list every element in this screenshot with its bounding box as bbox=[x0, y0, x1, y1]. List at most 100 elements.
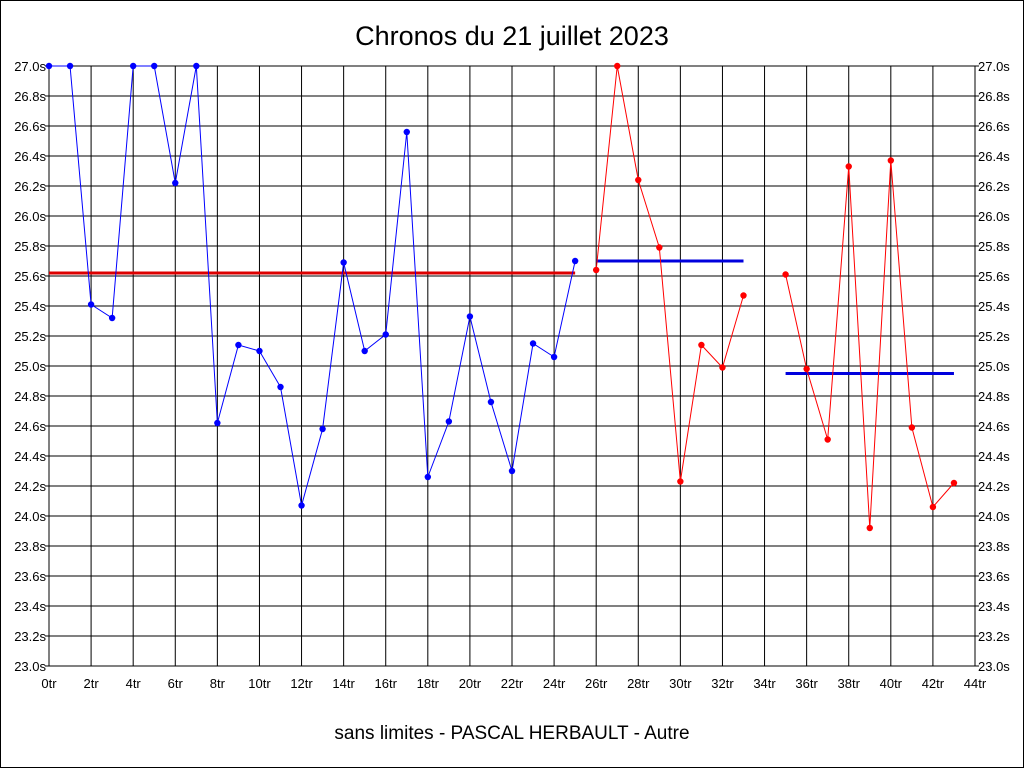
y-tick-label-left: 26.8s bbox=[14, 89, 46, 104]
data-point bbox=[151, 62, 158, 70]
y-tick-label-left: 23.8s bbox=[14, 539, 46, 554]
data-point bbox=[950, 479, 958, 487]
x-tick-label: 40tr bbox=[880, 676, 903, 691]
y-tick-label-right: 24.0s bbox=[978, 509, 1010, 524]
y-tick-label-left: 24.6s bbox=[14, 419, 46, 434]
x-tick-label: 32tr bbox=[711, 676, 734, 691]
y-tick-label-right: 26.8s bbox=[978, 89, 1010, 104]
x-tick-label: 42tr bbox=[922, 676, 945, 691]
chart-title: Chronos du 21 juillet 2023 bbox=[355, 21, 669, 51]
y-tick-label-right: 24.6s bbox=[978, 419, 1010, 434]
data-point bbox=[656, 244, 663, 251]
y-axis-left: 23.0s 23.2s 23.4s 23.6s 23.8s 24.0s 24.2s 24.4s… bbox=[14, 59, 46, 674]
x-tick-label: 4tr bbox=[126, 676, 142, 691]
y-tick-label-right: 25.2s bbox=[978, 329, 1010, 344]
x-tick-label: 34tr bbox=[753, 676, 776, 691]
data-point bbox=[445, 418, 453, 425]
x-tick-label: 10tr bbox=[248, 676, 271, 691]
y-tick-label-right: 23.8s bbox=[978, 539, 1010, 554]
y-tick-label-left: 23.6s bbox=[14, 569, 46, 584]
data-point bbox=[571, 257, 579, 265]
x-tick-label: 12tr bbox=[290, 676, 313, 691]
y-tick-label-left: 25.6s bbox=[14, 269, 46, 284]
y-tick-label-right: 25.0s bbox=[978, 359, 1010, 374]
y-tick-label-left: 27.0s bbox=[14, 59, 46, 74]
data-point bbox=[193, 62, 200, 70]
data-point bbox=[66, 62, 74, 70]
data-point bbox=[866, 524, 873, 532]
y-tick-label-right: 23.0s bbox=[978, 659, 1010, 674]
y-tick-label-right: 26.2s bbox=[978, 179, 1010, 194]
x-tick-label: 20tr bbox=[459, 676, 482, 691]
y-tick-label-right: 26.0s bbox=[978, 209, 1010, 224]
y-tick-label-left: 25.8s bbox=[14, 239, 46, 254]
data-point bbox=[635, 176, 642, 184]
y-tick-label-left: 24.0s bbox=[14, 509, 46, 524]
y-tick-label-right: 27.0s bbox=[978, 59, 1010, 74]
x-tick-label: 44tr bbox=[964, 676, 987, 691]
series-line bbox=[49, 65, 576, 506]
data-point bbox=[803, 365, 810, 373]
data-point bbox=[340, 259, 347, 266]
y-tick-label-left: 26.0s bbox=[14, 209, 46, 224]
x-tick-label: 14tr bbox=[332, 676, 355, 691]
x-tick-label: 22tr bbox=[501, 676, 524, 691]
data-point bbox=[550, 353, 558, 361]
y-tick-label-right: 24.8s bbox=[978, 389, 1010, 404]
y-tick-label-left: 23.0s bbox=[14, 659, 46, 674]
data-point bbox=[719, 364, 726, 371]
data-point bbox=[45, 62, 53, 70]
data-point bbox=[298, 502, 305, 509]
y-tick-label-right: 23.2s bbox=[978, 629, 1010, 644]
data-point bbox=[235, 341, 242, 349]
chart-subtitle: sans limites - PASCAL HERBAULT - Autre bbox=[334, 723, 689, 744]
data-point bbox=[592, 266, 600, 274]
x-tick-label: 36tr bbox=[795, 676, 818, 691]
data-point bbox=[845, 163, 852, 170]
y-tick-label-right: 25.8s bbox=[978, 239, 1010, 254]
data-point bbox=[529, 340, 537, 347]
data-point bbox=[887, 157, 895, 164]
x-axis: 0tr 2tr 4tr 6tr 8tr 10tr 12tr 14tr 16tr 18tr 20tr 2… bbox=[41, 676, 986, 691]
data-point bbox=[677, 478, 684, 485]
data-point bbox=[782, 271, 789, 278]
y-tick-label-right: 25.4s bbox=[978, 299, 1010, 314]
y-tick-label-right: 23.4s bbox=[978, 599, 1010, 614]
y-tick-label-left: 25.2s bbox=[14, 329, 46, 344]
data-point bbox=[382, 331, 389, 338]
data-point bbox=[172, 179, 179, 187]
series-line bbox=[595, 65, 744, 482]
x-tick-label: 8tr bbox=[210, 676, 226, 691]
data-point bbox=[108, 314, 116, 322]
y-tick-label-left: 23.4s bbox=[14, 599, 46, 614]
y-tick-label-right: 24.4s bbox=[978, 449, 1010, 464]
grid bbox=[45, 65, 979, 667]
x-tick-label: 24tr bbox=[543, 676, 566, 691]
y-tick-label-left: 25.4s bbox=[14, 299, 46, 314]
x-tick-label: 28tr bbox=[627, 676, 650, 691]
data-point bbox=[214, 419, 221, 427]
y-tick-label-left: 24.2s bbox=[14, 479, 46, 494]
data-point bbox=[614, 62, 621, 70]
x-tick-label: 2tr bbox=[84, 676, 100, 691]
data-point bbox=[319, 425, 326, 433]
data-point bbox=[740, 292, 747, 299]
data-point bbox=[508, 467, 516, 475]
data-point bbox=[487, 398, 495, 406]
y-tick-label-left: 26.2s bbox=[14, 179, 46, 194]
data-point bbox=[824, 436, 831, 443]
data-point bbox=[908, 424, 916, 431]
data-point bbox=[87, 301, 95, 308]
data-point bbox=[424, 473, 432, 481]
y-tick-label-right: 25.6s bbox=[978, 269, 1010, 284]
data-point bbox=[698, 341, 705, 349]
y-tick-label-right: 23.6s bbox=[978, 569, 1010, 584]
data-point bbox=[277, 383, 284, 391]
y-tick-label-left: 23.2s bbox=[14, 629, 46, 644]
y-axis-right: 23.0s 23.2s 23.4s 23.6s 23.8s 24.0s 24.2s 24.4s… bbox=[978, 59, 1010, 674]
data-point bbox=[929, 503, 937, 511]
y-tick-label-left: 24.8s bbox=[14, 389, 46, 404]
data-point bbox=[361, 347, 368, 355]
x-tick-label: 16tr bbox=[375, 676, 398, 691]
